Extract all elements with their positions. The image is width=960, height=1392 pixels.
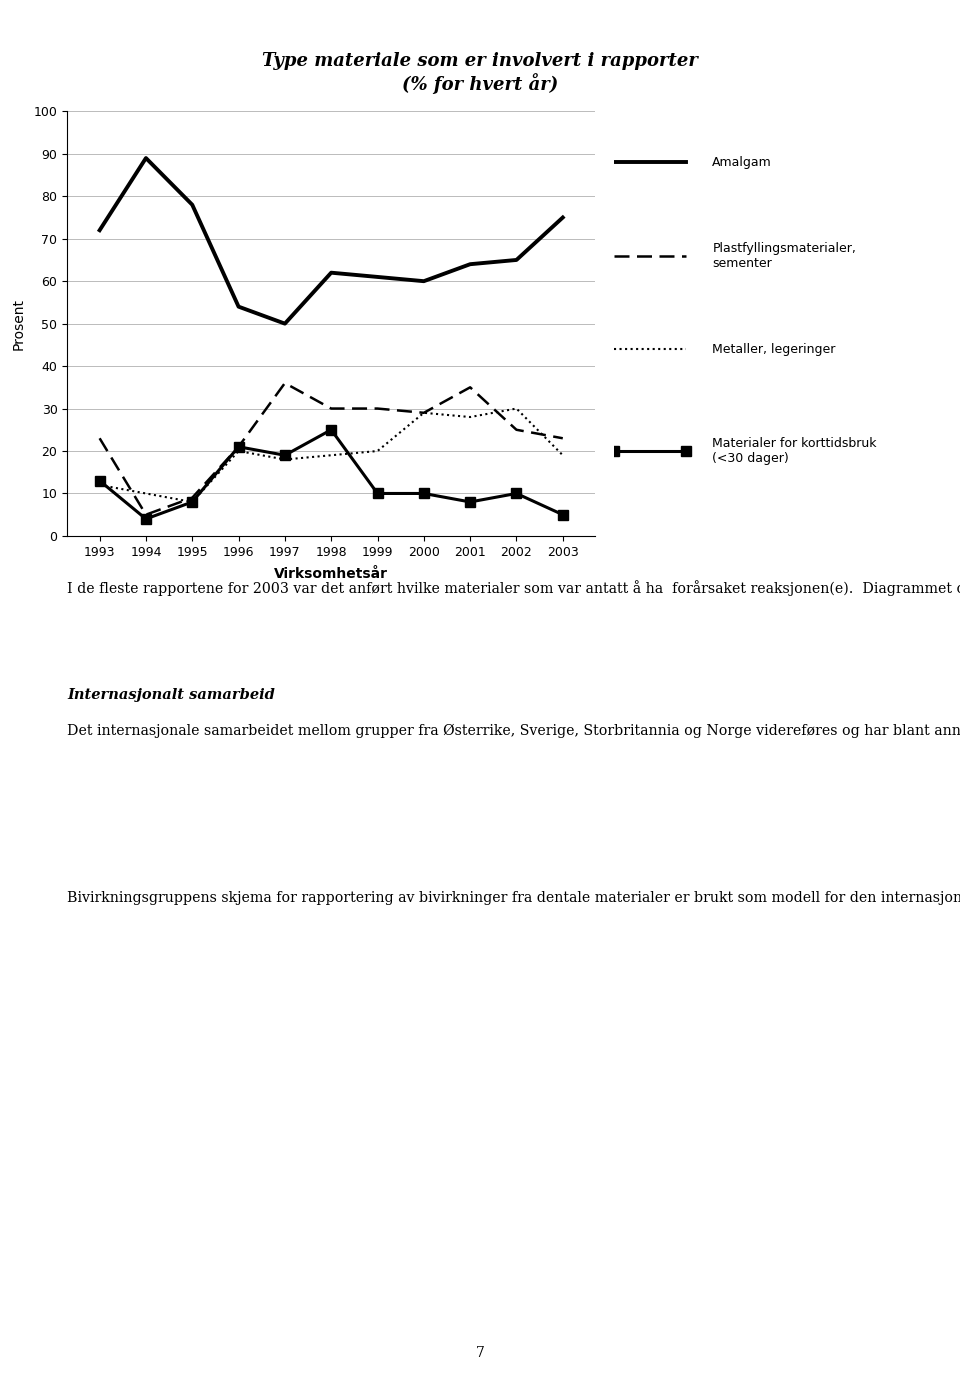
Text: Bivirkningsgruppens skjema for rapportering av bivirkninger fra dentale material: Bivirkningsgruppens skjema for rapporter… xyxy=(67,889,960,905)
Text: Plastfyllingsmaterialer,
sementer: Plastfyllingsmaterialer, sementer xyxy=(712,242,856,270)
Text: Materialer for korttidsbruk
(<30 dager): Materialer for korttidsbruk (<30 dager) xyxy=(712,437,876,465)
Y-axis label: Prosent: Prosent xyxy=(12,298,25,349)
Text: Det internasjonale samarbeidet mellom grupper fra Østerrike, Sverige, Storbritan: Det internasjonale samarbeidet mellom gr… xyxy=(67,722,960,738)
Text: Type materiale som er involvert i rapporter: Type materiale som er involvert i rappor… xyxy=(262,53,698,70)
Text: Metaller, legeringer: Metaller, legeringer xyxy=(712,342,836,355)
Text: 7: 7 xyxy=(475,1346,485,1360)
Text: Internasjonalt samarbeid: Internasjonalt samarbeid xyxy=(67,688,276,702)
Text: (% for hvert år): (% for hvert år) xyxy=(402,72,558,95)
Text: I de fleste rapportene for 2003 var det anført hvilke materialer som var antatt : I de fleste rapportene for 2003 var det … xyxy=(67,580,960,596)
X-axis label: Virksomhetsår: Virksomhetsår xyxy=(275,567,388,580)
Text: Amalgam: Amalgam xyxy=(712,156,772,168)
